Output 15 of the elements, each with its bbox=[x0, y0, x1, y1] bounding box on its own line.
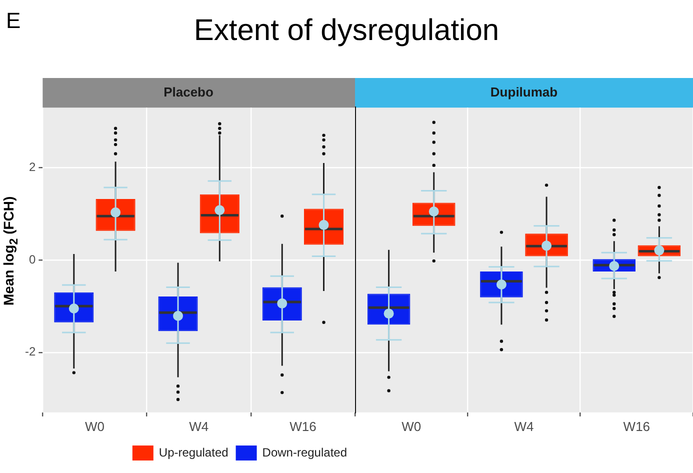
x-tick-label: W4 bbox=[189, 418, 209, 434]
x-tick-label: W16 bbox=[623, 418, 650, 434]
y-tick-label: -2 bbox=[25, 344, 36, 359]
x-tick-label: W0 bbox=[402, 418, 422, 434]
x-tick-label: W0 bbox=[84, 418, 104, 434]
x-tick-label: W4 bbox=[514, 418, 534, 434]
legend-label: Down-regulated bbox=[262, 445, 348, 460]
chart-subtitle: Placebo bbox=[164, 84, 214, 100]
chart-subtitle: Dupilumab bbox=[490, 84, 558, 100]
legend-label: Up-regulated bbox=[158, 445, 228, 460]
text: E bbox=[6, 8, 21, 34]
y-tick-label: 2 bbox=[28, 160, 36, 174]
y-tick-label: 0 bbox=[28, 252, 36, 266]
chart-title: Extent of dysregulation bbox=[194, 14, 500, 47]
x-tick-label: W16 bbox=[290, 418, 316, 434]
